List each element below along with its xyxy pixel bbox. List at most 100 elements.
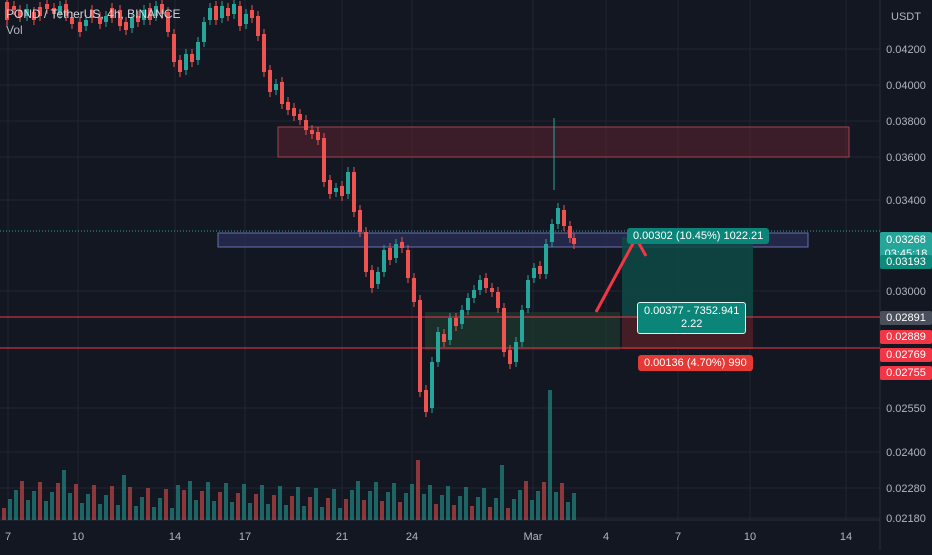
position-center-label[interactable]: 0.00377 - 7352.941 2.22 (637, 302, 747, 334)
candle-body (142, 10, 146, 20)
volume-bar (320, 507, 324, 520)
volume-bar (326, 498, 330, 520)
target-price-tag: 0.03193 (880, 255, 932, 269)
volume-bar (560, 483, 564, 520)
volume-bar (398, 502, 402, 520)
candle-body (322, 138, 326, 182)
candle-body (178, 60, 182, 72)
volume-bar (170, 508, 174, 520)
price-tick-label: 0.02400 (886, 447, 926, 459)
candle-body (388, 248, 392, 260)
volume-bar (38, 482, 42, 520)
volume-bar (512, 499, 516, 520)
volume-bar (422, 494, 426, 520)
time-tick-label: 7 (675, 531, 681, 543)
volume-bar (356, 481, 360, 520)
candle-body (572, 238, 576, 244)
price-tag-red-1: 0.02889 (880, 330, 932, 344)
volume-bar (20, 481, 24, 520)
candle-body (244, 14, 248, 24)
candle-body (25, 9, 29, 16)
time-tick-label: 17 (239, 531, 251, 543)
price-tick-label: 0.03400 (886, 195, 926, 207)
candle-body (538, 266, 542, 274)
price-tick-label: 0.02550 (886, 403, 926, 415)
resistance-zone (277, 126, 850, 158)
volume-bar (416, 460, 420, 520)
candle-body (502, 308, 506, 352)
candle-body (346, 172, 350, 194)
volume-bar (218, 492, 222, 520)
candle-body (98, 17, 102, 24)
volume-bar (440, 495, 444, 520)
candle-body (484, 278, 488, 288)
volume-bar (428, 485, 432, 520)
entry-price-tag: 0.02891 (880, 311, 932, 325)
volume-bar (458, 496, 462, 520)
candle-body (70, 17, 74, 24)
volume-bar (392, 483, 396, 520)
volume-bar (530, 500, 534, 520)
volume-bar (194, 500, 198, 520)
target-label[interactable]: 0.00302 (10.45%) 1022.21 (627, 228, 770, 244)
volume-bar (572, 493, 576, 520)
candle-body (562, 210, 566, 226)
volume-bar (14, 490, 18, 520)
current-price-value: 0.03268 (886, 234, 926, 246)
time-tick-label: 14 (169, 531, 181, 543)
volume-bar (152, 507, 156, 520)
candle-body (448, 318, 452, 340)
volume-bar (8, 499, 12, 520)
candle-body (38, 7, 42, 16)
candle-body (406, 250, 410, 278)
candle-body (52, 8, 56, 14)
volume-bar (446, 486, 450, 520)
candle-body (190, 54, 194, 62)
candle-body (136, 16, 140, 22)
position-center-line1: 0.00377 - 7352.941 (644, 305, 740, 317)
position-center-line2: 2.22 (681, 318, 703, 330)
volume-bar (494, 498, 498, 520)
candle-body (496, 292, 500, 308)
volume-bar (476, 497, 480, 520)
candle-body (110, 8, 114, 18)
volume-bar (284, 505, 288, 520)
candle-body (262, 34, 266, 72)
currency-label: USDT (891, 11, 921, 23)
volume-bar (518, 490, 522, 520)
candle-body (430, 362, 434, 408)
volume-bar (386, 492, 390, 520)
volume-bar (338, 508, 342, 520)
arrow-line (594, 237, 638, 313)
candle-body (568, 226, 572, 238)
volume-bar (200, 491, 204, 520)
volume-bar (32, 491, 36, 520)
candle-body (184, 54, 188, 70)
volume-bar (554, 492, 558, 520)
volume-bar (158, 498, 162, 520)
candle-body (268, 70, 272, 92)
candle-body (286, 102, 290, 110)
candle-body (154, 6, 158, 16)
candle-body (328, 180, 332, 194)
stop-label[interactable]: 0.00136 (4.70%) 990 (638, 355, 753, 371)
candles (5, 0, 576, 417)
volume-bar (278, 486, 282, 520)
candle-body (490, 288, 494, 292)
candle-body (508, 350, 512, 364)
volume-bar (434, 504, 438, 520)
volume-bar (260, 485, 264, 520)
volume-bar (98, 504, 102, 520)
volume-bar (248, 503, 252, 520)
chart-legend: POND / TetherUS, 4h, BINANCE Vol (6, 6, 181, 38)
candle-body (400, 242, 404, 248)
volume-bar (506, 508, 510, 520)
candle-body (256, 16, 260, 36)
candle-body (64, 4, 68, 16)
symbol-title: POND / TetherUS, 4h, BINANCE (6, 7, 181, 21)
candle-body (514, 342, 518, 362)
candle-body (376, 272, 380, 284)
price-tick-label: 0.02180 (886, 513, 926, 525)
